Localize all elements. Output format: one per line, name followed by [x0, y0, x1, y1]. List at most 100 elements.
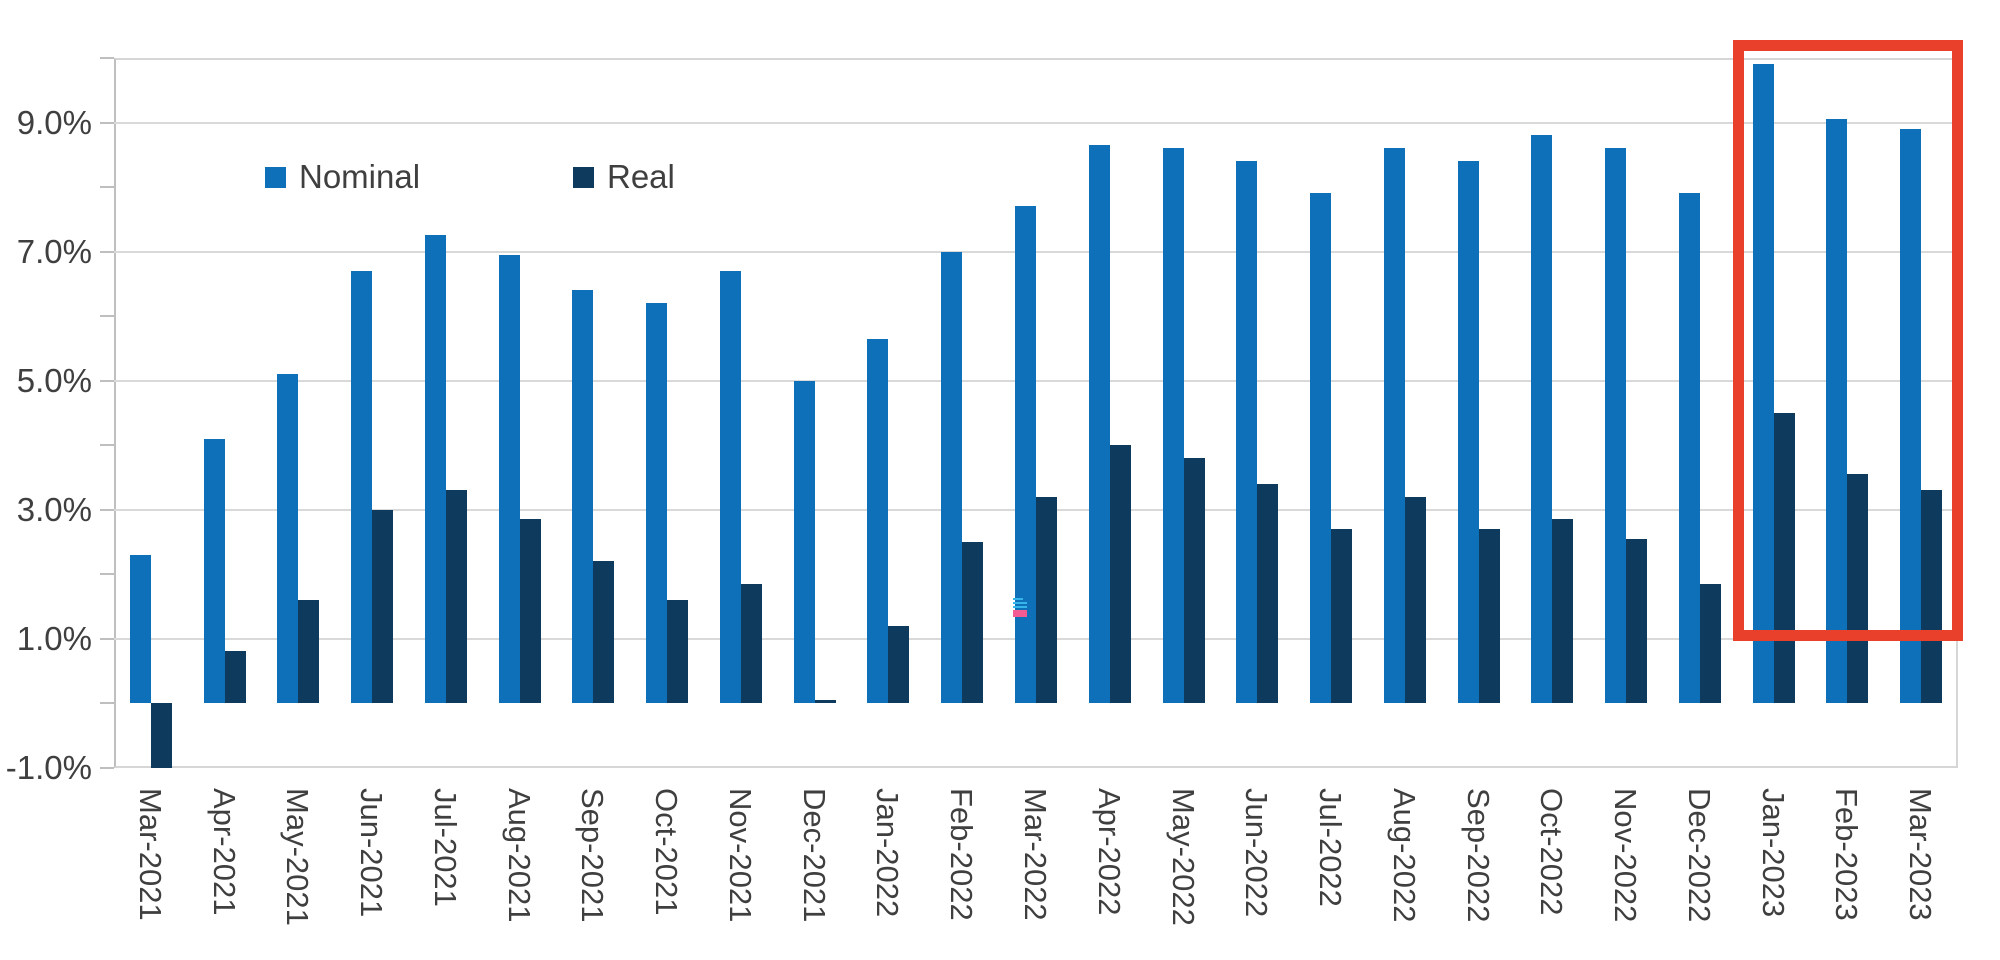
x-axis-label-Jan-2023: Jan-2023 [1755, 788, 1791, 918]
bar-real-Jun-2021 [372, 509, 394, 703]
x-axis-label-Aug-2022: Aug-2022 [1386, 788, 1422, 923]
bar-real-Feb-2022 [962, 541, 984, 703]
bar-real-Oct-2022 [1552, 519, 1574, 703]
bar-real-Mar-2023 [1921, 490, 1943, 703]
legend-item-real: Real [573, 160, 675, 194]
y-tick-label: -1.0% [5, 748, 92, 786]
bar-real-Dec-2022 [1699, 583, 1721, 703]
bar-real-Sep-2021 [593, 561, 615, 703]
x-axis-label-Mar-2021: Mar-2021 [132, 788, 168, 921]
nominal-swatch-icon [265, 166, 286, 188]
bar-nominal-Dec-2021 [793, 380, 815, 703]
legend: Nominal Real [0, 160, 2000, 200]
x-axis-label-Jul-2021: Jul-2021 [427, 788, 463, 907]
legend-label-real: Real [607, 158, 675, 195]
bar-nominal-Jul-2021 [424, 235, 446, 703]
y-axis-tick [100, 444, 114, 446]
bar-nominal-Apr-2021 [203, 438, 225, 703]
bar-real-May-2021 [298, 599, 320, 703]
gridline-7pct [114, 250, 1958, 253]
gridline-5pct [114, 379, 1958, 382]
y-tick-label: 7.0% [16, 232, 92, 270]
bar-real-Oct-2021 [667, 599, 689, 703]
x-axis-label-Jan-2022: Jan-2022 [870, 788, 906, 918]
bar-nominal-Jun-2022 [1236, 161, 1258, 703]
bar-nominal-Nov-2022 [1605, 148, 1627, 703]
bar-real-May-2022 [1183, 457, 1205, 703]
y-axis-tick [100, 186, 114, 188]
selection-artifact-line [1013, 606, 1027, 608]
x-axis-label-May-2022: May-2022 [1165, 788, 1201, 926]
bar-real-Jan-2022 [888, 625, 910, 703]
bar-nominal-Sep-2021 [572, 290, 594, 703]
x-axis-label-Apr-2022: Apr-2022 [1091, 788, 1127, 916]
bar-nominal-Nov-2021 [719, 270, 741, 703]
gridline-9pct [114, 121, 1958, 124]
bar-nominal-Sep-2022 [1457, 161, 1479, 703]
y-axis-tick [100, 57, 114, 59]
x-axis-label-Mar-2023: Mar-2023 [1903, 788, 1939, 921]
y-axis-tick [100, 508, 114, 511]
bar-nominal-Jun-2021 [351, 270, 373, 703]
x-axis-label-Dec-2022: Dec-2022 [1681, 788, 1717, 923]
bar-nominal-Jul-2022 [1310, 193, 1332, 703]
y-tick-label: 1.0% [16, 619, 92, 657]
bar-real-Dec-2021 [814, 699, 836, 703]
real-swatch-icon [573, 166, 594, 188]
bar-real-Mar-2021 [150, 703, 172, 768]
highlight-box [1733, 40, 1963, 641]
bar-real-Apr-2022 [1109, 445, 1131, 703]
bar-real-Nov-2021 [740, 583, 762, 703]
bar-real-Apr-2021 [224, 651, 246, 703]
bar-nominal-Oct-2022 [1531, 135, 1553, 703]
x-axis-label-Oct-2022: Oct-2022 [1534, 788, 1570, 916]
bar-real-Mar-2022 [1036, 496, 1057, 703]
selection-artifact-line [1013, 598, 1023, 600]
bar-real-Jul-2022 [1331, 528, 1353, 703]
bar-nominal-Jan-2022 [867, 338, 889, 703]
y-axis-tick [100, 766, 114, 769]
bar-real-Aug-2022 [1404, 496, 1426, 703]
bar-nominal-May-2021 [277, 374, 299, 703]
x-axis-label-Nov-2021: Nov-2021 [722, 788, 758, 923]
bar-nominal-Dec-2022 [1678, 193, 1700, 703]
x-axis-label-May-2021: May-2021 [280, 788, 316, 926]
bar-real-Jul-2021 [445, 490, 467, 703]
bar-nominal-Oct-2021 [646, 303, 668, 703]
x-axis-label-Jul-2022: Jul-2022 [1313, 788, 1349, 907]
x-axis-label-Jun-2021: Jun-2021 [354, 788, 390, 918]
legend-label-nominal: Nominal [299, 158, 421, 195]
x-axis-label-Sep-2021: Sep-2021 [575, 788, 611, 923]
bar-nominal-May-2022 [1162, 148, 1184, 703]
x-axis-label-Feb-2022: Feb-2022 [944, 788, 980, 921]
y-axis-tick [100, 379, 114, 382]
bar-nominal-Mar-2022 [1015, 206, 1036, 703]
bar-nominal-Mar-2023 [1900, 128, 1922, 703]
x-axis-label-Mar-2022: Mar-2022 [1018, 788, 1053, 921]
bar-real-Nov-2022 [1626, 538, 1648, 703]
bar-nominal-Aug-2021 [498, 254, 520, 703]
x-axis-label-Dec-2021: Dec-2021 [796, 788, 832, 923]
y-tick-label: 3.0% [16, 490, 92, 528]
bar-real-Sep-2022 [1478, 528, 1500, 703]
x-axis-label-Apr-2021: Apr-2021 [206, 788, 242, 916]
bar-real-Aug-2021 [519, 519, 541, 703]
y-axis-tick [100, 637, 114, 640]
y-axis-tick [100, 315, 114, 317]
x-axis-label-Nov-2022: Nov-2022 [1608, 788, 1644, 923]
y-tick-label: 9.0% [16, 103, 92, 141]
bar-nominal-Jan-2023 [1752, 64, 1774, 703]
x-axis-label-Jun-2022: Jun-2022 [1239, 788, 1275, 918]
bar-real-Feb-2023 [1847, 474, 1869, 703]
bar-nominal-Feb-2022 [941, 251, 963, 703]
y-axis-tick [100, 702, 114, 704]
y-axis-tick [100, 573, 114, 575]
x-axis-label-Aug-2021: Aug-2021 [501, 788, 537, 923]
y-axis-tick [100, 250, 114, 253]
bar-real-Jun-2022 [1257, 483, 1279, 703]
selection-artifact-icon [1013, 598, 1027, 619]
bar-nominal-Feb-2023 [1826, 119, 1848, 703]
x-axis-label-Sep-2022: Sep-2022 [1460, 788, 1496, 923]
legend-item-nominal: Nominal [265, 160, 420, 194]
